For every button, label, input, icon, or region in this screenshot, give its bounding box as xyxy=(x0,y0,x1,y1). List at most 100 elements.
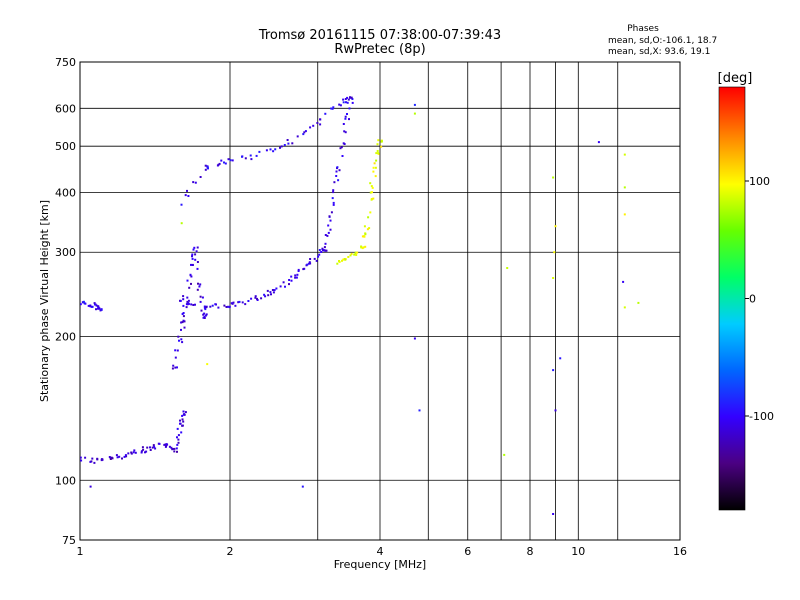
echo-point xyxy=(286,139,289,141)
echo-point xyxy=(351,98,354,100)
echo-point xyxy=(84,456,87,459)
echo-point xyxy=(165,445,168,447)
echo-point xyxy=(203,315,206,318)
echo-point xyxy=(175,447,178,450)
echo-point xyxy=(225,306,228,308)
echo-point xyxy=(190,282,192,285)
echo-point xyxy=(353,253,356,256)
echo-point xyxy=(376,150,379,152)
echo-point xyxy=(371,191,373,194)
echo-point xyxy=(244,303,247,306)
echo-point xyxy=(622,280,625,283)
echo-point xyxy=(290,275,293,278)
echo-point xyxy=(275,287,278,290)
echo-point xyxy=(82,300,85,303)
echo-point xyxy=(199,300,202,303)
echo-point xyxy=(291,142,294,145)
echo-point xyxy=(191,263,194,266)
echo-point xyxy=(202,313,205,316)
echo-point xyxy=(182,315,185,318)
echo-point xyxy=(196,288,199,291)
echo-point xyxy=(179,299,182,302)
echo-point xyxy=(637,301,640,304)
echo-point xyxy=(101,458,104,461)
echo-point xyxy=(338,260,340,262)
echo-point xyxy=(181,424,184,427)
echo-point xyxy=(116,456,119,459)
echo-point xyxy=(350,96,353,99)
echo-point xyxy=(207,167,209,170)
echo-point xyxy=(180,431,183,434)
echo-point xyxy=(121,457,123,460)
y-tick-label: 300 xyxy=(55,246,76,259)
echo-point xyxy=(91,457,94,460)
echo-point xyxy=(177,335,180,338)
echo-point xyxy=(183,413,186,416)
echo-point xyxy=(374,166,377,169)
echo-point xyxy=(326,234,329,237)
echo-point xyxy=(230,302,233,305)
echo-point xyxy=(154,447,157,450)
echo-point xyxy=(294,274,297,277)
echo-point xyxy=(181,321,184,324)
y-axis-ticks: 75 100 200 300 400 500 600 750 xyxy=(55,56,76,547)
echo-point xyxy=(303,131,306,134)
echo-point xyxy=(196,267,199,270)
echo-point xyxy=(181,313,184,315)
echo-point xyxy=(335,170,338,173)
echo-point xyxy=(190,275,193,278)
echo-point xyxy=(110,456,113,459)
colorbar-label: [deg] xyxy=(718,71,753,86)
echo-point xyxy=(377,139,380,142)
echo-point xyxy=(173,447,176,450)
echo-point xyxy=(249,154,252,157)
echo-point xyxy=(205,306,208,309)
echo-point xyxy=(271,289,274,291)
echo-point xyxy=(203,317,206,319)
echo-point xyxy=(97,307,99,310)
echo-point xyxy=(194,181,197,184)
echo-point xyxy=(333,181,336,184)
echo-point xyxy=(338,103,341,106)
echo-point xyxy=(95,304,98,307)
echo-point xyxy=(319,118,322,121)
colorbar-tick-label: 0 xyxy=(749,293,756,306)
echo-point xyxy=(182,319,185,322)
echo-point xyxy=(296,135,299,138)
echo-point xyxy=(209,305,212,308)
echo-point xyxy=(351,101,354,104)
echo-point xyxy=(284,285,286,288)
echo-point xyxy=(192,304,195,306)
echo-point xyxy=(323,246,326,249)
echo-point xyxy=(374,175,377,178)
y-axis-label: Stationary phase Virtual Height [km] xyxy=(38,200,51,402)
echo-point xyxy=(332,189,335,192)
echo-point xyxy=(347,98,350,101)
echo-point xyxy=(354,251,357,254)
echo-point xyxy=(552,277,555,279)
echo-point xyxy=(241,301,244,304)
echo-point xyxy=(231,159,234,162)
echo-point xyxy=(290,279,293,282)
colorbar-tick-label: -100 xyxy=(749,410,774,423)
echo-point xyxy=(342,101,345,104)
echo-point xyxy=(179,422,182,425)
echo-point xyxy=(503,453,506,456)
echo-point xyxy=(335,175,338,177)
echo-point xyxy=(199,283,202,286)
x-tick-label: 8 xyxy=(527,545,534,558)
echo-point xyxy=(309,126,312,129)
echo-point xyxy=(331,107,334,110)
x-axis-label: Frequency [MHz] xyxy=(334,558,426,571)
echo-point xyxy=(94,303,96,306)
echo-point xyxy=(223,161,225,164)
echo-point xyxy=(182,298,185,301)
echo-point xyxy=(346,113,348,115)
echo-point xyxy=(177,441,180,444)
echo-point xyxy=(244,157,247,160)
echo-point xyxy=(171,367,174,370)
echo-point xyxy=(176,443,179,446)
echo-point xyxy=(195,250,198,253)
echo-point xyxy=(89,304,92,307)
echo-point xyxy=(223,304,226,307)
